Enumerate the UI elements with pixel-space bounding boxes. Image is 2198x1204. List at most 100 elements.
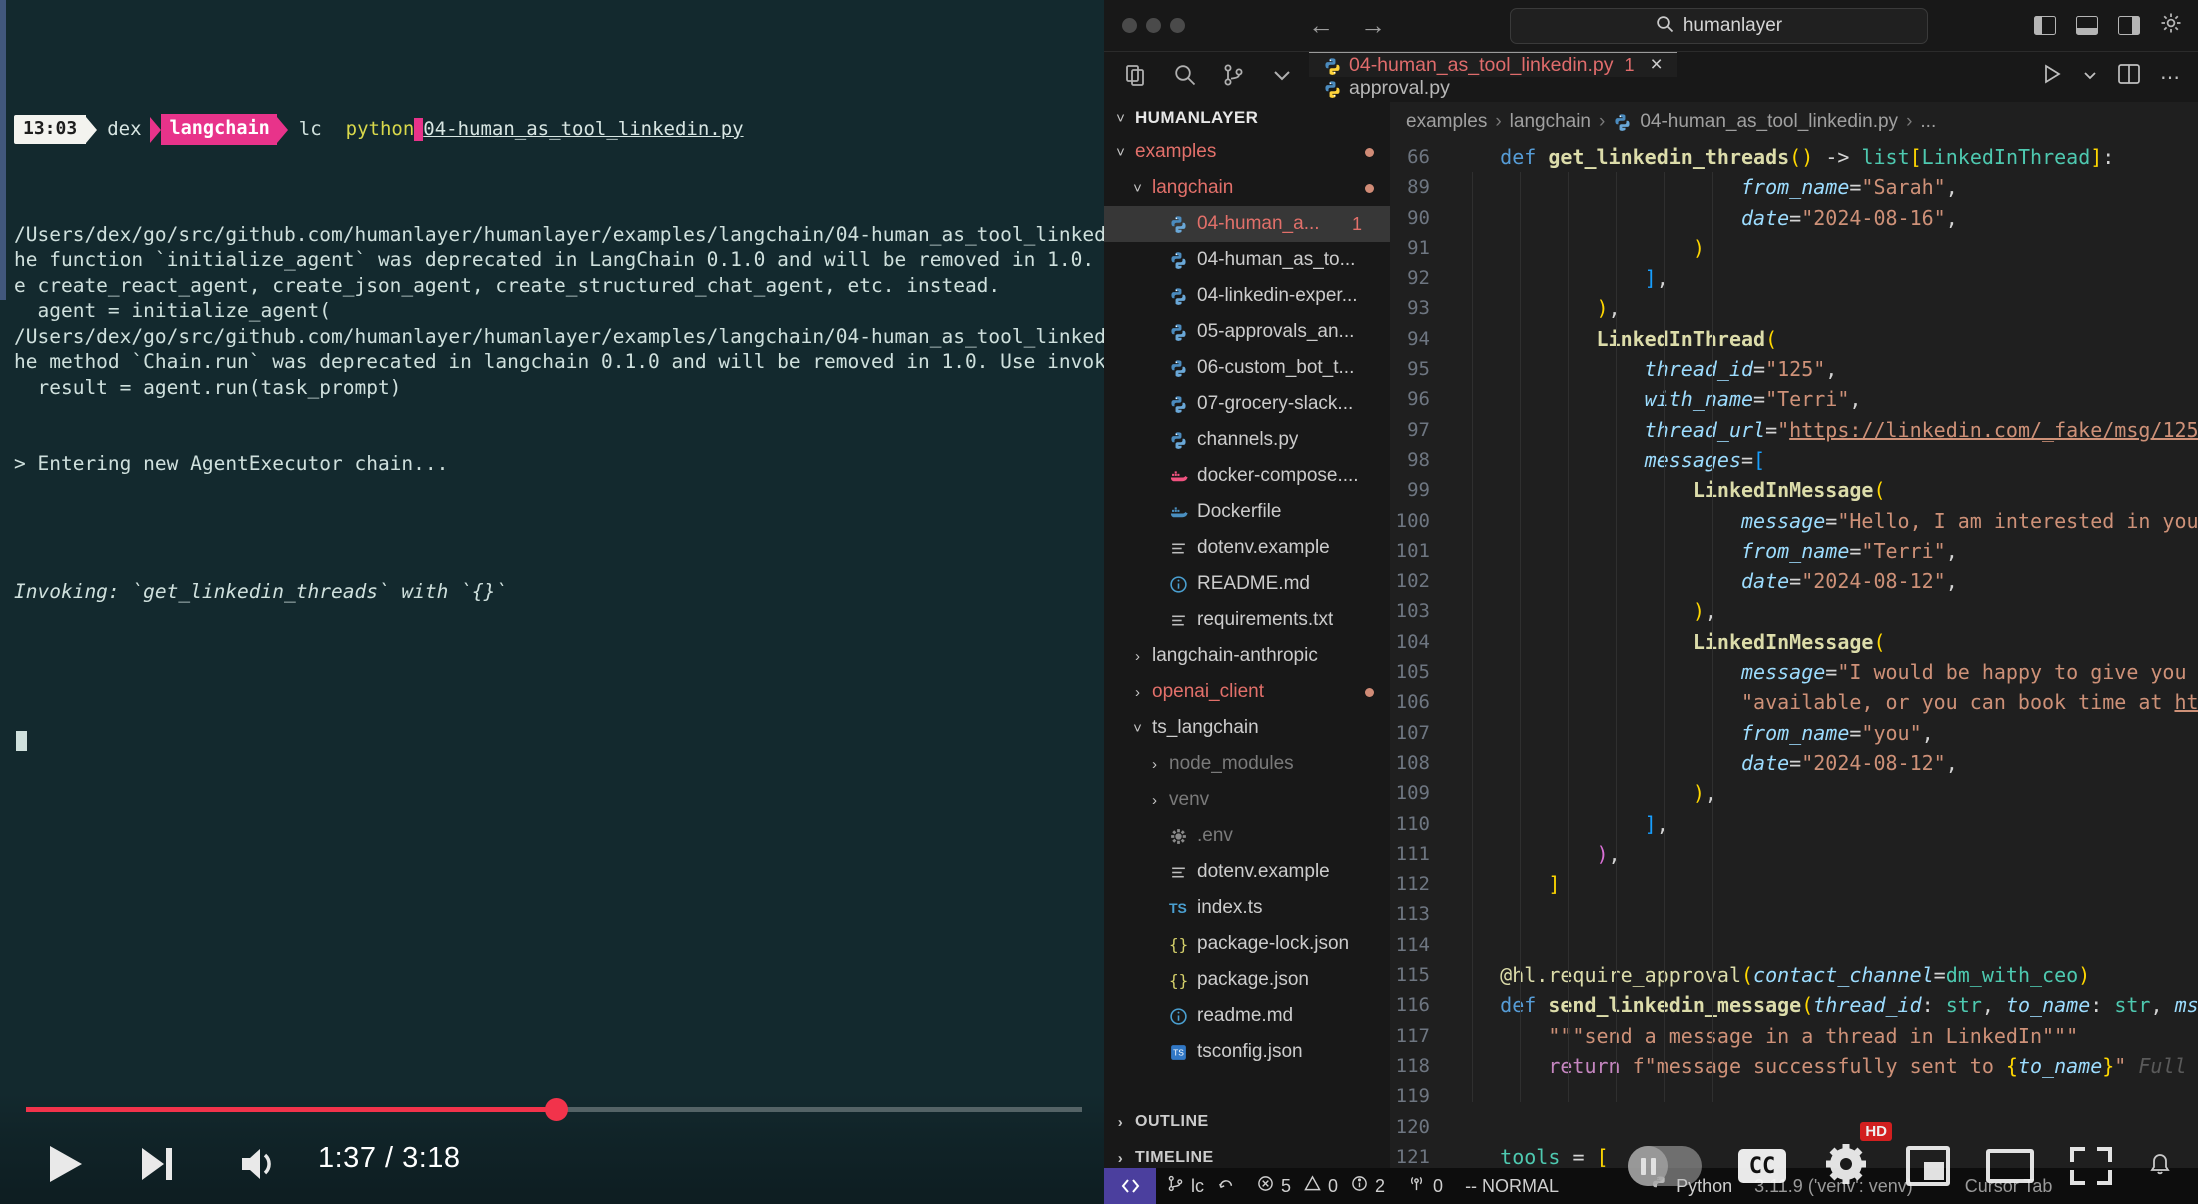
- tree-file-row[interactable]: 04-human_a... 1: [1104, 206, 1390, 242]
- more-actions-icon[interactable]: ⋯: [2160, 66, 2180, 89]
- tree-folder-row[interactable]: › node_modules: [1104, 746, 1390, 782]
- tree-file-row[interactable]: requirements.txt: [1104, 602, 1390, 638]
- captions-button[interactable]: CC: [1738, 1149, 1786, 1183]
- outline-panel-header[interactable]: › OUTLINE: [1104, 1104, 1390, 1140]
- code-line[interactable]: 119: [1390, 1081, 2198, 1111]
- chevron-down-icon[interactable]: [1271, 64, 1293, 91]
- settings-button[interactable]: HD: [1822, 1121, 1892, 1193]
- code-line[interactable]: 102 date="2024-08-12",: [1390, 566, 2198, 596]
- breadcrumb-segment[interactable]: examples: [1406, 111, 1488, 132]
- tree-folder-row[interactable]: › openai_client: [1104, 674, 1390, 710]
- bell-icon[interactable]: [2148, 1150, 2172, 1182]
- back-arrow-icon[interactable]: ←: [1308, 10, 1334, 40]
- code-line[interactable]: 99 LinkedInMessage(: [1390, 475, 2198, 505]
- tree-file-row[interactable]: TS tsconfig.json: [1104, 1034, 1390, 1070]
- code-line[interactable]: 90 date="2024-08-16",: [1390, 203, 2198, 233]
- code-line[interactable]: 101 from_name="Terri",: [1390, 536, 2198, 566]
- tree-file-row[interactable]: 04-human_as_to...: [1104, 242, 1390, 278]
- code-line[interactable]: 117 """send a message in a thread in Lin…: [1390, 1021, 2198, 1051]
- video-player[interactable]: 13:03 dex langchain lc python 04-human_a…: [0, 0, 1104, 1204]
- tree-folder-row[interactable]: › langchain-anthropic: [1104, 638, 1390, 674]
- code-line[interactable]: 115 @hl.require_approval(contact_channel…: [1390, 960, 2198, 990]
- code-line[interactable]: 108 date="2024-08-12",: [1390, 748, 2198, 778]
- tree-folder-row[interactable]: ˅ langchain: [1104, 170, 1390, 206]
- command-center-search[interactable]: humanlayer: [1510, 8, 1928, 44]
- code-line[interactable]: 114: [1390, 930, 2198, 960]
- tree-file-row[interactable]: TS index.ts: [1104, 890, 1390, 926]
- progress-bar[interactable]: [26, 1098, 1082, 1121]
- tabbar-actions[interactable]: ⋯: [2042, 52, 2198, 102]
- toggle-secondary-sidebar-icon[interactable]: [2118, 16, 2140, 35]
- code-line[interactable]: 116 def send_linkedin_message(thread_id:…: [1390, 990, 2198, 1020]
- code-line[interactable]: 109 ),: [1390, 778, 2198, 808]
- code-line[interactable]: 106 "available, or you can book time at …: [1390, 687, 2198, 717]
- explorer-icon[interactable]: [1124, 63, 1148, 92]
- tree-file-row[interactable]: docker-compose....: [1104, 458, 1390, 494]
- code-line[interactable]: 96 with_name="Terri",: [1390, 384, 2198, 414]
- tree-file-row[interactable]: 04-linkedin-exper...: [1104, 278, 1390, 314]
- tree-file-row[interactable]: {} package.json: [1104, 962, 1390, 998]
- code-line[interactable]: 110 ],: [1390, 809, 2198, 839]
- window-traffic-lights[interactable]: [1122, 18, 1185, 33]
- forward-arrow-icon[interactable]: →: [1360, 10, 1386, 40]
- code-line[interactable]: 89 from_name="Sarah",: [1390, 172, 2198, 202]
- tree-file-row[interactable]: channels.py: [1104, 422, 1390, 458]
- code-line[interactable]: 66 def get_linkedin_threads() -> list[Li…: [1390, 142, 2198, 172]
- tree-file-row[interactable]: dotenv.example: [1104, 854, 1390, 890]
- tree-file-row[interactable]: {} package-lock.json: [1104, 926, 1390, 962]
- run-button[interactable]: [2042, 64, 2062, 90]
- code-line[interactable]: 103 ),: [1390, 596, 2198, 626]
- toggle-panel-icon[interactable]: [2076, 16, 2098, 35]
- remote-window-indicator[interactable]: [1104, 1168, 1156, 1204]
- code-line[interactable]: 91 ): [1390, 233, 2198, 263]
- code-line[interactable]: 107 from_name="you",: [1390, 718, 2198, 748]
- maximize-window-button[interactable]: [1170, 18, 1185, 33]
- tree-file-row[interactable]: dotenv.example: [1104, 530, 1390, 566]
- code-line[interactable]: 94 LinkedInThread(: [1390, 324, 2198, 354]
- explorer-root[interactable]: ˅ HUMANLAYER: [1104, 102, 1390, 134]
- code-line[interactable]: 92 ],: [1390, 263, 2198, 293]
- explorer-sidebar[interactable]: ˅ HUMANLAYER ˅ examples ˅ langchain 04-human…: [1104, 102, 1390, 1204]
- breadcrumb[interactable]: examples › langchain › 04-human_as_tool_link…: [1390, 102, 2198, 142]
- breadcrumb-segment[interactable]: ...: [1920, 111, 1937, 132]
- code-line[interactable]: 104 LinkedInMessage(: [1390, 627, 2198, 657]
- activity-bar-mini[interactable]: [1104, 52, 1309, 102]
- code-line[interactable]: 112 ]: [1390, 869, 2198, 899]
- code-line[interactable]: 98 messages=[: [1390, 445, 2198, 475]
- tree-folder-row[interactable]: › venv: [1104, 782, 1390, 818]
- status-branch[interactable]: lc: [1156, 1175, 1246, 1197]
- tree-file-row[interactable]: readme.md: [1104, 998, 1390, 1034]
- code-line[interactable]: 105 message="I would be happy to give yo…: [1390, 657, 2198, 687]
- breadcrumb-segment[interactable]: 04-human_as_tool_linkedin.py: [1640, 111, 1899, 132]
- code-content[interactable]: 66 def get_linkedin_threads() -> list[Li…: [1390, 142, 2198, 1172]
- code-line[interactable]: 113: [1390, 899, 2198, 929]
- editor-tab[interactable]: 04-human_as_tool_linkedin.py 1 ×: [1309, 52, 1677, 77]
- code-line[interactable]: 111 ),: [1390, 839, 2198, 869]
- terminal[interactable]: 13:03 dex langchain lc python 04-human_a…: [0, 0, 1104, 1204]
- toggle-primary-sidebar-icon[interactable]: [2034, 16, 2056, 35]
- status-interpreter[interactable]: 3.11.9 ('venv': venv): [1743, 1176, 1924, 1197]
- code-line[interactable]: 95 thread_id="125",: [1390, 354, 2198, 384]
- split-editor-icon[interactable]: [2118, 64, 2140, 90]
- progress-knob[interactable]: [545, 1098, 569, 1121]
- navigation-arrows[interactable]: ← →: [1308, 10, 1386, 41]
- sync-changes-icon[interactable]: [1217, 1176, 1235, 1197]
- pause-toggle-button[interactable]: [1628, 1146, 1702, 1186]
- volume-button[interactable]: [240, 1146, 278, 1187]
- titlebar-layout-controls[interactable]: [2034, 12, 2182, 39]
- close-window-button[interactable]: [1122, 18, 1137, 33]
- close-icon[interactable]: ×: [1650, 53, 1663, 76]
- tree-folder-row[interactable]: ˅ examples: [1104, 134, 1390, 170]
- tree-file-row[interactable]: .env: [1104, 818, 1390, 854]
- tree-file-row[interactable]: 05-approvals_an...: [1104, 314, 1390, 350]
- status-ports[interactable]: 0: [1396, 1175, 1454, 1197]
- customize-layout-icon[interactable]: [2160, 12, 2182, 39]
- code-line[interactable]: 93 ),: [1390, 293, 2198, 323]
- chevron-down-icon[interactable]: [2082, 66, 2098, 89]
- fullscreen-button[interactable]: [2070, 1147, 2112, 1185]
- code-line[interactable]: 100 message="Hello, I am interested in y…: [1390, 506, 2198, 536]
- tree-file-row[interactable]: README.md: [1104, 566, 1390, 602]
- code-line[interactable]: 118 return f"message successfully sent t…: [1390, 1051, 2198, 1081]
- terminal-scrollbar[interactable]: [0, 0, 6, 300]
- code-editor[interactable]: examples › langchain › 04-human_as_tool_link…: [1390, 102, 2198, 1204]
